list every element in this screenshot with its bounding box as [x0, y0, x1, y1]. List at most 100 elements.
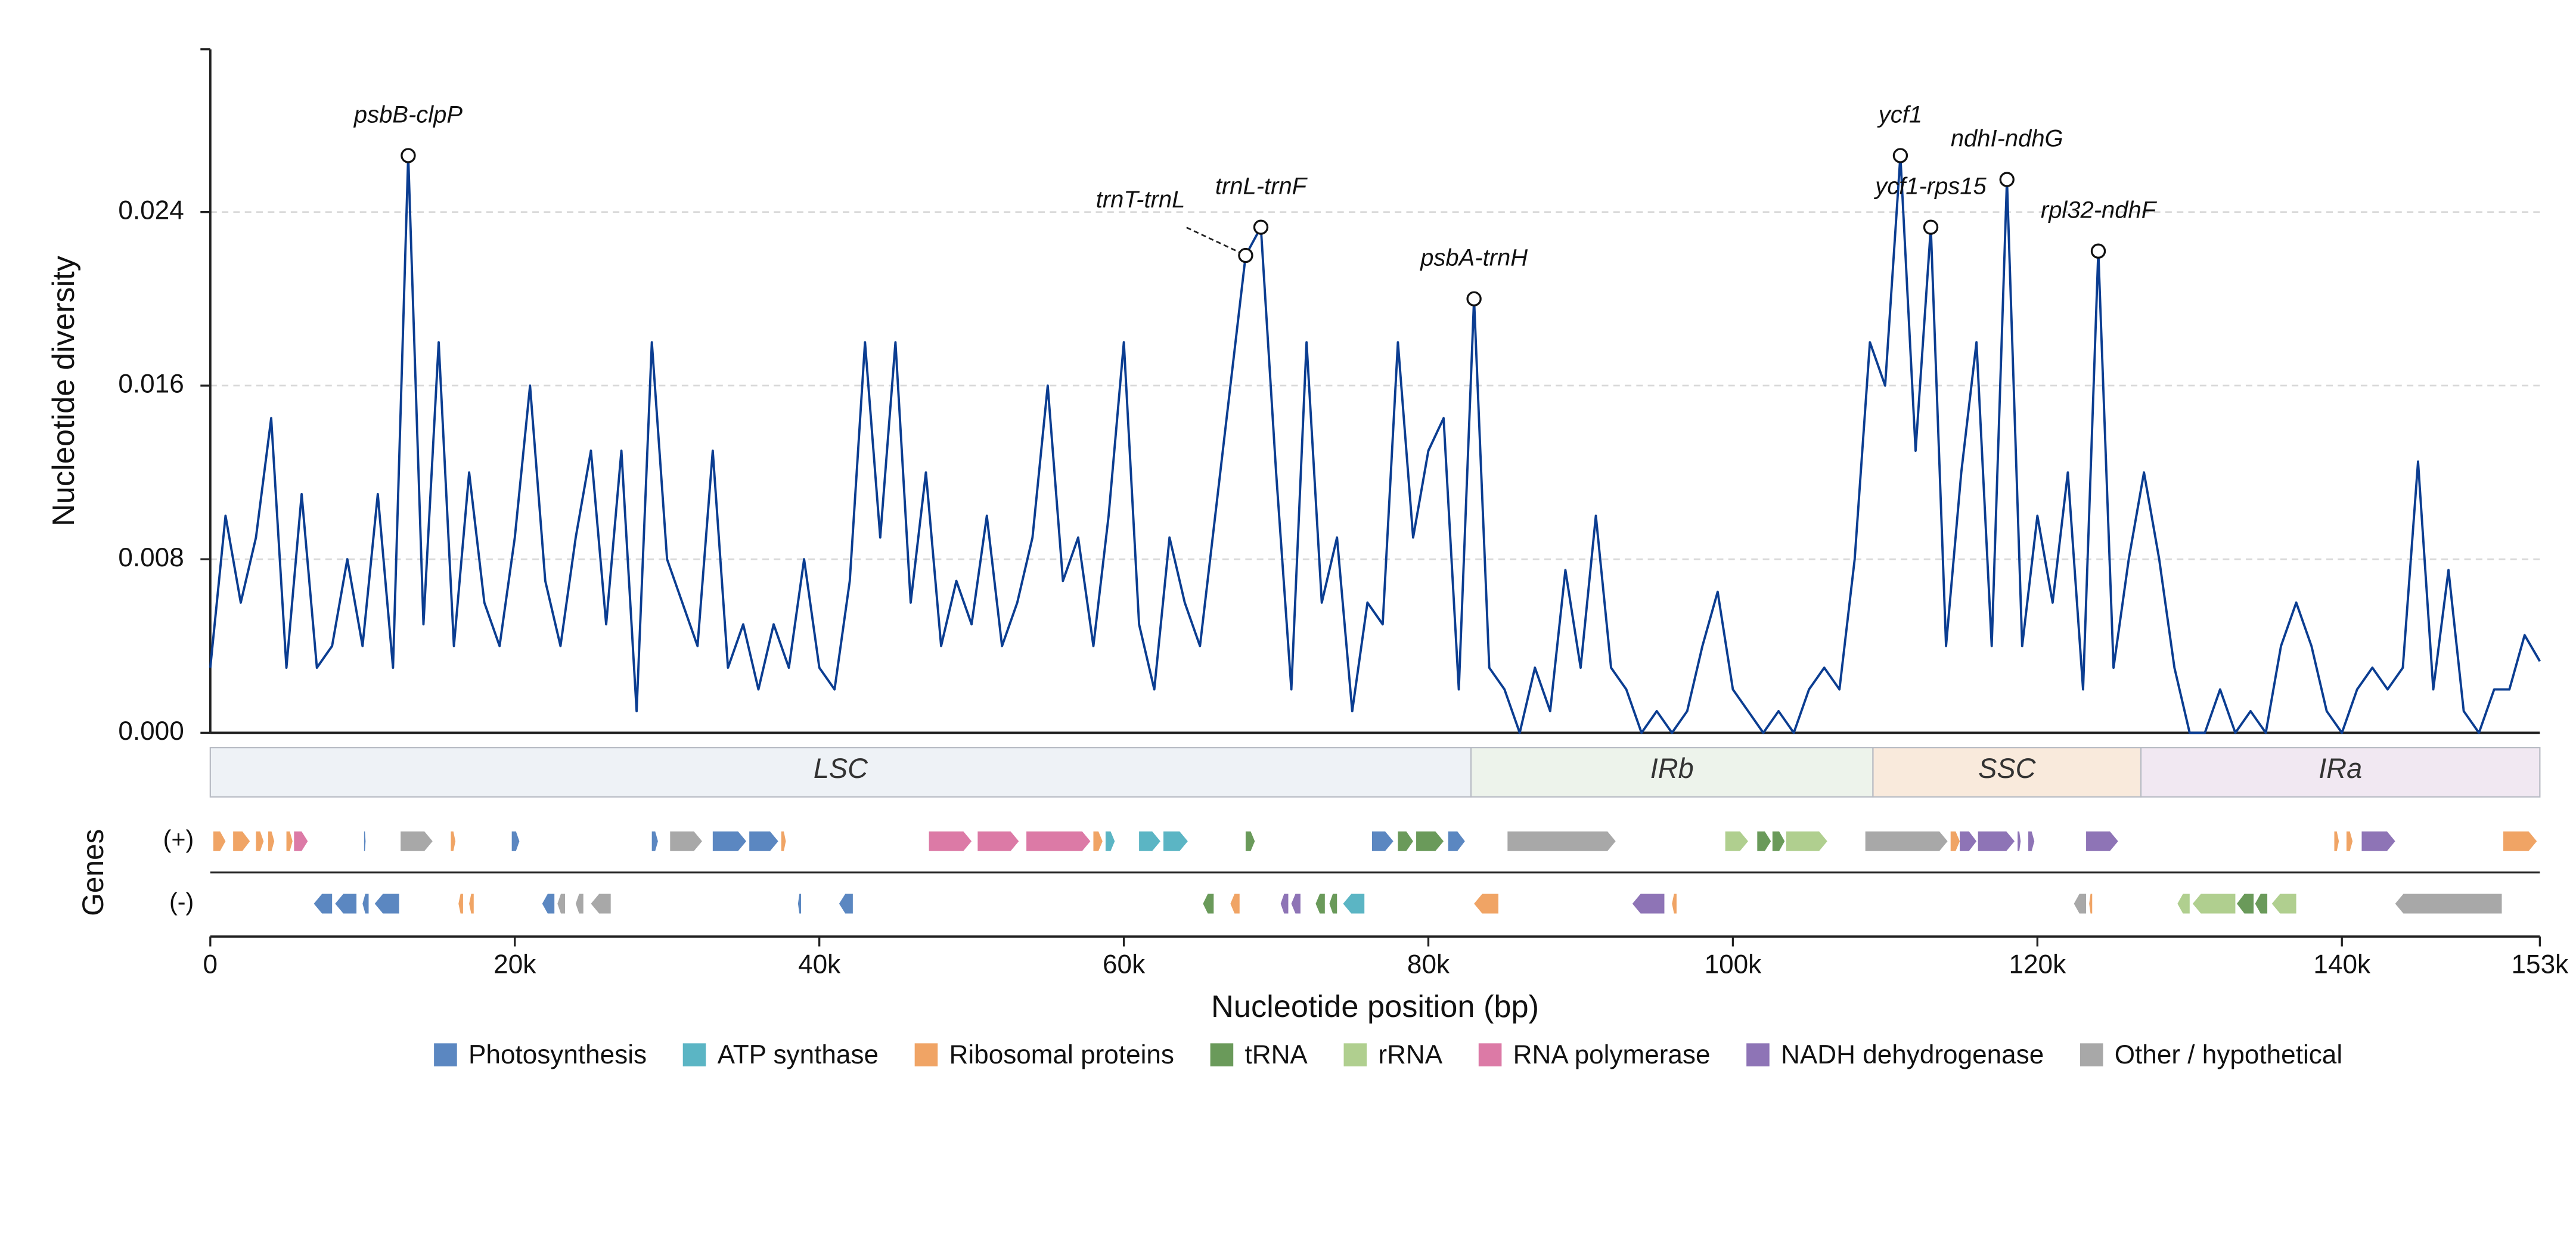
gene — [1474, 894, 1499, 914]
annotation-point — [1999, 172, 2015, 187]
y-tick-label: 0.000 — [118, 717, 184, 746]
gene — [1772, 831, 1785, 851]
gene — [2028, 831, 2035, 851]
annotation-leader — [1186, 227, 1240, 253]
gene — [374, 894, 399, 914]
gene — [469, 894, 474, 914]
legend-swatch — [1210, 1043, 1234, 1066]
gene — [557, 894, 566, 914]
region-label: SSC — [1978, 753, 2036, 784]
track-label: (-) — [169, 888, 194, 916]
legend-label: NADH dehydrogenase — [1781, 1040, 2044, 1069]
gene — [1416, 831, 1444, 851]
x-tick-label: 153k — [2512, 950, 2569, 979]
legend-label: Other / hypothetical — [2115, 1040, 2342, 1069]
x-tick-label: 60k — [1103, 950, 1146, 979]
annotation-label: rpl32-ndhF — [2041, 197, 2158, 224]
gene — [2271, 894, 2296, 914]
genes-label: Genes — [76, 829, 110, 916]
annotation-label: ycf1 — [1877, 101, 1922, 128]
annotation-label: trnT-trnL — [1096, 187, 1185, 213]
region — [2140, 747, 2541, 798]
gene — [1950, 831, 1960, 851]
gene — [1343, 894, 1365, 914]
gene — [2503, 831, 2537, 851]
y-axis-label: Nucleotide diversity — [46, 255, 81, 526]
gene — [2086, 831, 2118, 851]
gene — [2346, 831, 2353, 851]
legend-label: tRNA — [1244, 1040, 1308, 1069]
x-tick-label: 40k — [798, 950, 841, 979]
gene — [1093, 831, 1103, 851]
legend-label: Photosynthesis — [468, 1040, 647, 1069]
gene — [213, 831, 226, 851]
gene — [575, 894, 584, 914]
legend-swatch — [682, 1043, 706, 1066]
track-label: (+) — [163, 826, 194, 853]
legend-swatch — [434, 1043, 457, 1066]
gene — [2334, 831, 2339, 851]
gene — [542, 894, 555, 914]
gene — [2018, 831, 2021, 851]
gene — [1960, 831, 1977, 851]
gene — [314, 894, 333, 914]
gene — [749, 831, 778, 851]
annotation-label: psbA-trnH — [1420, 245, 1528, 271]
gene — [451, 831, 456, 851]
y-tick-label: 0.024 — [118, 196, 184, 225]
gene — [977, 831, 1019, 851]
gene — [1026, 831, 1091, 851]
annotation-point — [1253, 219, 1269, 235]
legend-swatch — [1746, 1043, 1770, 1066]
annotation-point — [1923, 219, 1939, 235]
gene — [2177, 894, 2190, 914]
annotation-point — [2090, 243, 2106, 259]
gene — [1291, 894, 1301, 914]
legend-label: Ribosomal proteins — [949, 1040, 1174, 1069]
annotation-point — [1892, 148, 1908, 163]
legend-swatch — [1478, 1043, 1502, 1066]
gene — [286, 831, 293, 851]
gene — [1725, 831, 1748, 851]
region — [209, 747, 1472, 798]
legend-swatch — [914, 1043, 938, 1066]
legend-swatch — [2080, 1043, 2103, 1066]
gene — [839, 894, 853, 914]
y-tick-label: 0.008 — [118, 543, 184, 572]
region-label: IRa — [2319, 753, 2362, 784]
region-label: IRb — [1650, 753, 1694, 784]
legend-label: RNA polymerase — [1513, 1040, 1711, 1069]
gene — [256, 831, 264, 851]
gene — [2236, 894, 2254, 914]
gene — [458, 894, 463, 914]
gene — [364, 831, 366, 851]
annotation-label: ycf1-rps15 — [1873, 173, 1987, 200]
gene — [781, 831, 786, 851]
gene — [1329, 894, 1337, 914]
y-tick-label: 0.016 — [118, 370, 184, 399]
x-tick-label: 0 — [203, 950, 218, 979]
gene — [591, 894, 611, 914]
gene — [1245, 831, 1255, 851]
gene — [2395, 894, 2502, 914]
annotation-point — [1238, 247, 1253, 263]
region — [1872, 747, 2142, 798]
gene — [511, 831, 520, 851]
gene — [335, 894, 357, 914]
gene — [2361, 831, 2395, 851]
legend-label: ATP synthase — [718, 1040, 879, 1069]
annotation-label: trnL-trnF — [1215, 173, 1308, 200]
x-tick-label: 140k — [2313, 950, 2371, 979]
gene — [2255, 894, 2268, 914]
gene — [1139, 831, 1160, 851]
legend-swatch — [1343, 1043, 1367, 1066]
annotation-point — [1466, 291, 1482, 306]
gene — [294, 831, 308, 851]
gene — [2074, 894, 2087, 914]
gene — [1163, 831, 1188, 851]
diversity-line — [209, 154, 2541, 734]
x-tick-label: 20k — [494, 950, 536, 979]
gene — [1230, 894, 1240, 914]
x-tick-label: 80k — [1407, 950, 1450, 979]
